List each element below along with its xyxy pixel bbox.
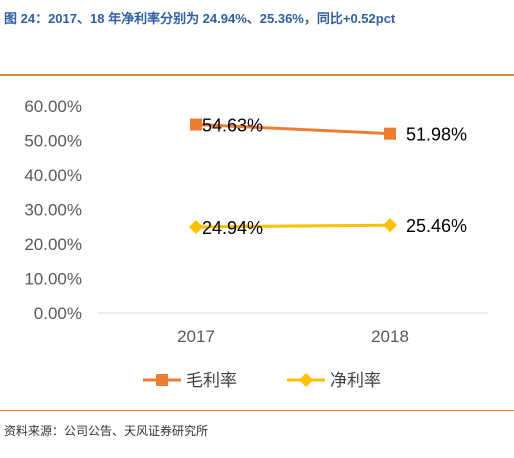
data-label: 54.63% — [202, 116, 263, 136]
data-point-marker — [383, 218, 397, 233]
y-axis: 0.00% 10.00% 20.00% 30.00% 40.00% 50.00% 60.00… — [24, 97, 82, 323]
y-tick-label: 30.00% — [24, 201, 82, 220]
data-point-marker — [189, 219, 203, 234]
x-axis: 2017 2018 — [98, 312, 488, 346]
line-chart: 0.00% 10.00% 20.00% 30.00% 40.00% 50.00% 60.00… — [24, 97, 488, 390]
x-tick-label: 2017 — [177, 327, 215, 346]
y-tick-label: 20.00% — [24, 235, 82, 254]
y-tick-label: 0.00% — [34, 304, 82, 323]
data-label: 25.46% — [406, 216, 467, 236]
series-layer: 54.63% 51.98% 24.94% 25.46% — [189, 116, 467, 238]
data-point-marker — [384, 127, 396, 140]
legend-label: 净利率 — [330, 371, 381, 390]
legend-label: 毛利率 — [186, 371, 237, 390]
figure-title: 图 24：2017、18 年净利率分别为 24.94%、25.36%，同比+0.… — [4, 11, 396, 26]
data-label: 51.98% — [406, 125, 467, 145]
data-label: 24.94% — [202, 218, 263, 238]
data-point-marker — [190, 118, 202, 131]
series-line — [195, 123, 391, 136]
chart-legend: 毛利率 净利率 — [143, 371, 381, 390]
legend-marker — [156, 374, 168, 386]
source-divider — [0, 410, 514, 411]
y-tick-label: 10.00% — [24, 270, 82, 289]
y-tick-label: 40.00% — [24, 166, 82, 185]
source-note: 资料来源：公司公告、天风证券研究所 — [4, 424, 209, 438]
y-tick-label: 60.00% — [24, 97, 82, 116]
y-tick-label: 50.00% — [24, 132, 82, 151]
x-tick-label: 2018 — [371, 327, 409, 346]
title-divider — [0, 74, 514, 76]
legend-marker — [299, 373, 313, 387]
series-line — [195, 223, 391, 229]
